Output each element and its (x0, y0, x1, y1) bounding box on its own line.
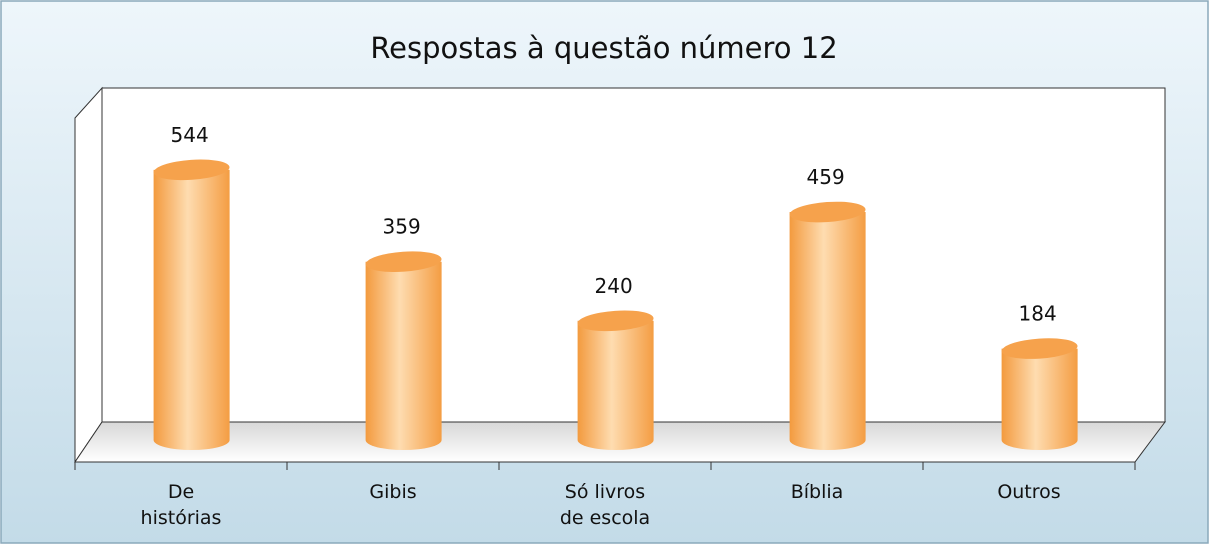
side-wall (74, 86, 103, 464)
bar (153, 159, 230, 450)
x-tick-label: Gibis (369, 481, 417, 503)
data-label: 359 (383, 215, 421, 239)
bar (1001, 338, 1078, 450)
x-tick-label: Só livros de escola (559, 481, 651, 529)
x-tick-label: Outros (997, 481, 1061, 503)
data-label: 184 (1019, 302, 1057, 326)
x-tick-label: De histórias (140, 481, 222, 529)
bar (577, 310, 654, 450)
data-label: 240 (595, 274, 633, 298)
chart-title: Respostas à questão número 12 (370, 31, 837, 65)
bar (789, 201, 866, 450)
data-label: 544 (171, 123, 209, 147)
data-label: 459 (807, 165, 845, 189)
bar (365, 251, 442, 450)
x-tick-label: Bíblia (790, 481, 844, 503)
